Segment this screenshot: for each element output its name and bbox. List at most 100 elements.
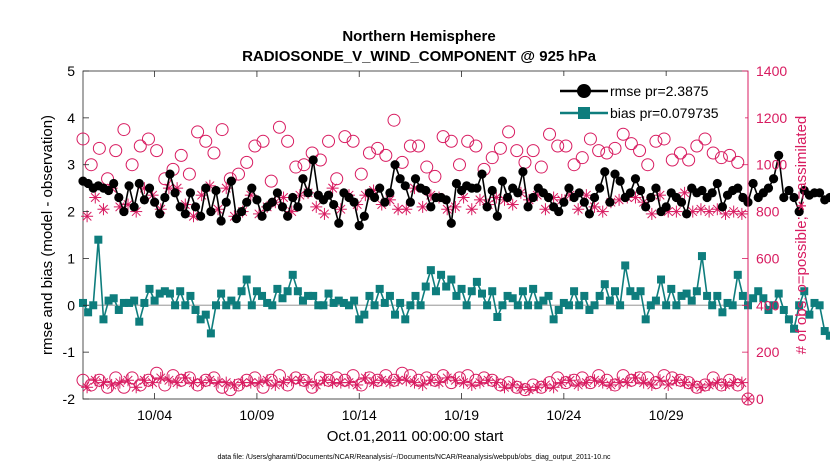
obs-assimilated-point-low: [310, 378, 323, 391]
obs-assimilated-point-low: [547, 381, 560, 394]
bias-point: [222, 301, 231, 310]
bias-point: [273, 284, 282, 293]
bias-series: [79, 235, 830, 340]
obs-assimilated-point-low: [343, 376, 355, 389]
rmse-point: [528, 192, 538, 203]
rmse-point: [697, 185, 707, 196]
bias-point: [682, 289, 691, 298]
obs-possible-point-high: [232, 167, 246, 181]
obs-possible-point-high: [698, 132, 712, 146]
y-right-tick-label: 400: [756, 297, 780, 313]
obs-possible-point-high: [289, 160, 303, 174]
obs-assimilated-point-low: [97, 376, 110, 389]
obs-assimilated-point-low: [482, 374, 495, 387]
rmse-point: [472, 183, 482, 193]
bias-point: [595, 291, 604, 300]
bias-point: [549, 315, 558, 324]
bias-point: [99, 315, 108, 324]
rmse-point: [426, 202, 436, 212]
rmse-point: [400, 181, 410, 191]
bias-point: [554, 305, 563, 314]
rmse-point: [288, 192, 298, 203]
obs-assimilated-point-low: [703, 378, 716, 391]
asterisk-stroke: [401, 375, 411, 385]
x-tick-label: 10/19: [444, 407, 479, 423]
right-axis: 0 200 400 600 800 1000 1200 1400: [742, 63, 787, 407]
obs-possible-point-high: [461, 134, 475, 148]
obs-possible-point-low: [109, 371, 123, 385]
bias-point: [723, 298, 732, 307]
obs-possible-point-low: [575, 371, 589, 385]
asterisk-stroke: [156, 373, 166, 383]
obs-assimilated-point-low: [711, 376, 724, 389]
asterisk-stroke: [180, 373, 190, 383]
obs-possible-point-high: [657, 132, 671, 146]
rmse-point: [451, 178, 462, 189]
rmse-point: [252, 195, 262, 205]
rmse-point: [395, 174, 405, 184]
asterisk-stroke: [213, 378, 223, 388]
rmse-point: [564, 183, 574, 193]
obs-assimilated-point-high: [392, 203, 405, 216]
rmse-point: [359, 211, 369, 221]
obs-possible-point-high: [174, 148, 188, 162]
obs-possible-point-high: [412, 139, 426, 153]
bias-point: [298, 296, 307, 305]
asterisk-stroke: [589, 202, 600, 212]
obs-possible-point-high: [264, 174, 278, 188]
asterisk-stroke: [336, 378, 346, 388]
obs-possible-point-low: [248, 371, 262, 385]
obs-possible-point-low: [158, 378, 172, 392]
bias-point: [411, 291, 420, 300]
bias-point: [288, 270, 297, 279]
bias-point: [626, 287, 635, 296]
obs-assimilated-point-high: [97, 203, 110, 216]
asterisk-stroke: [147, 378, 158, 388]
obs-possible-point-high: [76, 132, 90, 146]
asterisk-stroke: [647, 380, 657, 390]
rmse-point: [610, 169, 620, 179]
bias-point: [125, 298, 134, 307]
obs-possible-point-low: [592, 369, 606, 383]
asterisk-stroke: [319, 209, 330, 219]
bias-point: [795, 301, 804, 310]
rmse-point: [482, 202, 492, 212]
legend-rmse-marker: [577, 84, 591, 98]
obs-possible-point-low: [395, 366, 409, 380]
rmse-point: [190, 202, 201, 212]
rmse-point: [554, 206, 564, 217]
bias-point: [534, 301, 543, 310]
obs-possible-point-high: [567, 158, 581, 172]
rmse-point: [155, 209, 165, 219]
asterisk-stroke: [598, 206, 608, 217]
rmse-point: [641, 202, 651, 212]
obs-possible-point-high: [493, 141, 507, 155]
obs-assimilated-point-low: [162, 374, 175, 387]
rmse-point: [242, 197, 252, 207]
obs-assimilated-point-low: [465, 378, 478, 391]
obs-assimilated-point-low: [678, 376, 691, 389]
obs-assimilated-point-high: [89, 191, 102, 204]
bias-point: [375, 284, 384, 293]
rmse-point: [600, 167, 610, 177]
bias-point: [431, 287, 440, 296]
obs-assimilated-point-low: [441, 371, 454, 384]
bias-point: [421, 282, 430, 291]
obs-assimilated-point-high: [572, 203, 585, 216]
rmse-point: [513, 188, 523, 198]
bias-point: [728, 301, 737, 310]
asterisk-stroke: [311, 380, 321, 390]
bias-point: [769, 301, 778, 310]
obs-possible-point-low: [117, 380, 131, 394]
bias-point: [662, 301, 671, 310]
asterisk-stroke: [344, 378, 354, 388]
obs-possible-point-high: [575, 151, 589, 165]
rmse-point: [308, 155, 318, 165]
obs-possible-point-high: [665, 153, 679, 167]
asterisk-stroke: [729, 378, 739, 388]
obs-possible-point-high: [215, 123, 229, 137]
asterisk-stroke: [622, 378, 632, 388]
rmse-point: [329, 199, 339, 210]
rmse-point: [410, 174, 421, 184]
rmse-point: [293, 202, 303, 212]
